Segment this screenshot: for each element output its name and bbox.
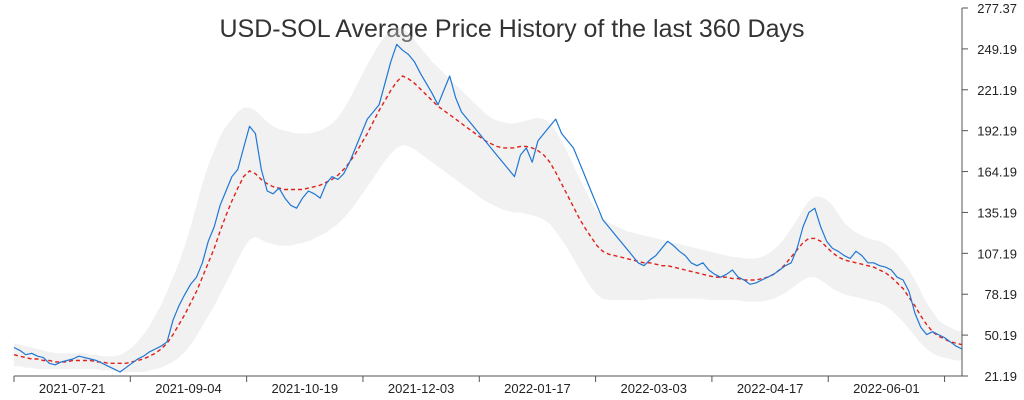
x-tick-label: 2022-06-01 bbox=[853, 381, 920, 396]
x-tick-label: 2022-04-17 bbox=[737, 381, 804, 396]
average-price-line bbox=[13, 75, 963, 364]
x-tick-label: 2022-01-17 bbox=[504, 381, 571, 396]
price-band-area bbox=[14, 27, 962, 372]
price-line bbox=[13, 43, 963, 373]
x-tick-label: 2021-12-03 bbox=[388, 381, 455, 396]
y-tick-label: 107.19 bbox=[977, 246, 1017, 261]
y-tick-label: 192.19 bbox=[977, 124, 1017, 139]
y-tick-label: 277.37 bbox=[977, 1, 1017, 16]
y-axis-ticks: 277.37 249.19 221.19 192.19 164.19 135.19 107.… bbox=[962, 1, 1017, 384]
x-tick-label: 2021-07-21 bbox=[39, 381, 106, 396]
x-tick-label: 2021-10-19 bbox=[272, 381, 339, 396]
y-tick-label: 249.19 bbox=[977, 42, 1017, 57]
x-tick-label: 2021-09-04 bbox=[155, 381, 222, 396]
x-tick-label: 2022-03-03 bbox=[621, 381, 688, 396]
average-line-layer bbox=[13, 75, 963, 364]
chart-title: USD-SOL Average Price History of the las… bbox=[220, 15, 805, 43]
price-line-layer bbox=[13, 43, 963, 373]
y-tick-label: 135.19 bbox=[977, 205, 1017, 220]
y-tick-label: 21.19 bbox=[984, 369, 1017, 384]
confidence-band-layer bbox=[14, 27, 962, 372]
y-tick-label: 78.19 bbox=[984, 287, 1017, 302]
x-axis-ticks: 2021-07-21 2021-09-04 2021-10-19 2021-12-03… bbox=[13, 376, 946, 396]
y-tick-label: 164.19 bbox=[977, 165, 1017, 180]
y-tick-label: 221.19 bbox=[977, 83, 1017, 98]
y-tick-label: 50.19 bbox=[984, 328, 1017, 343]
